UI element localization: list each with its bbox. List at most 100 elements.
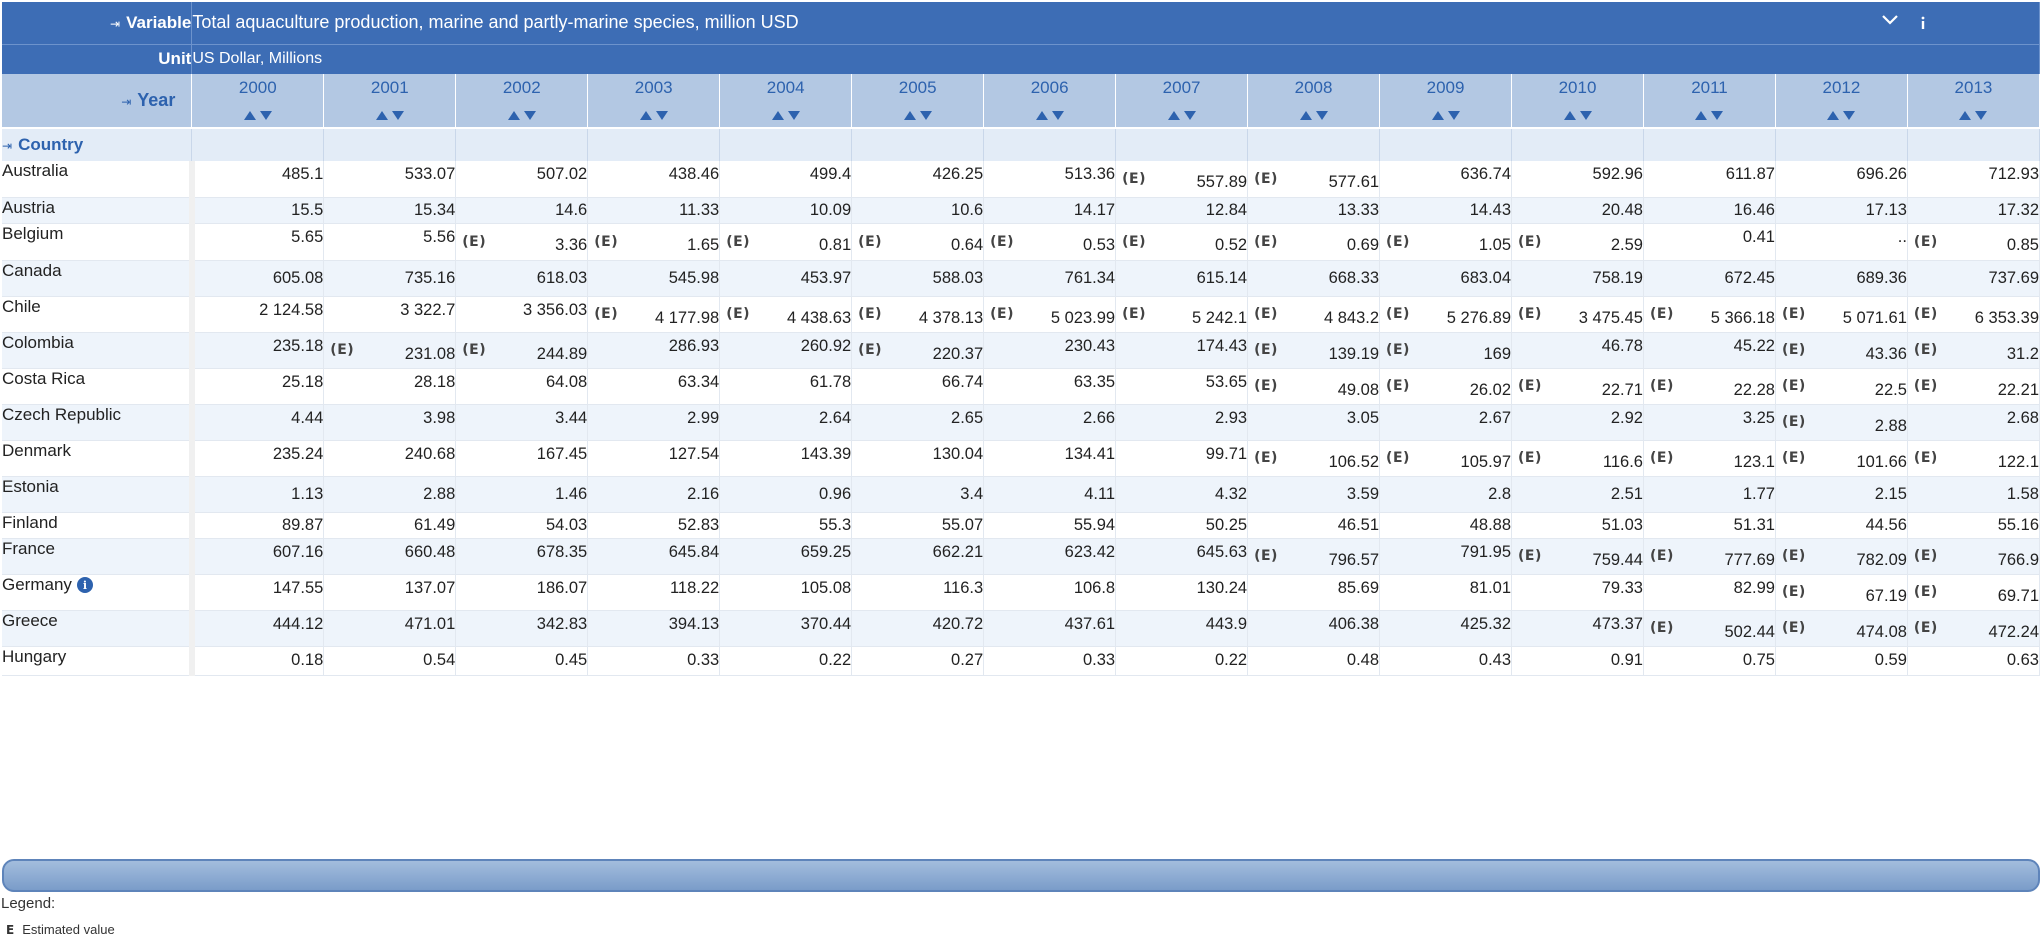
value-cell: (E) 0.69 xyxy=(1247,223,1381,261)
sort-descending-icon[interactable] xyxy=(259,110,272,120)
value-text: 49.08 xyxy=(1337,380,1380,399)
country-name-text: Czech Republic xyxy=(2,404,122,424)
value-cell: 605.08 xyxy=(191,260,325,297)
sort-descending-icon[interactable] xyxy=(1051,110,1064,120)
value-cell: 63.34 xyxy=(587,368,721,405)
estimated-flag: (E) xyxy=(462,233,487,250)
table-row: Canada 605.08 735.16 618.03 545.98 453.97 588.… xyxy=(2,260,2040,297)
pin-icon[interactable]: ⇥ xyxy=(2,139,13,153)
value-text: 472.24 xyxy=(1988,622,2039,641)
value-cell: 443.9 xyxy=(1115,610,1249,647)
value-cell: 130.24 xyxy=(1115,574,1249,611)
value-cell: 0.33 xyxy=(587,646,721,676)
value-text: 426.25 xyxy=(932,165,984,184)
value-cell: 55.07 xyxy=(851,512,985,539)
sort-descending-icon[interactable] xyxy=(1579,110,1592,120)
value-text: 2.88 xyxy=(423,484,456,503)
sort-descending-icon[interactable] xyxy=(1315,110,1328,120)
value-cell: 116.3 xyxy=(851,574,985,611)
pin-icon[interactable]: ⇥ xyxy=(121,95,132,109)
sort-ascending-icon[interactable] xyxy=(1959,110,1972,120)
sort-descending-icon[interactable] xyxy=(1711,110,1724,120)
value-text: 4 843.2 xyxy=(1323,308,1380,327)
estimated-flag: (E) xyxy=(1913,620,1938,636)
value-cell: (E) 139.19 xyxy=(1247,332,1381,369)
estimated-flag: (E) xyxy=(1913,584,1938,600)
value-text: 557.89 xyxy=(1196,173,1248,192)
value-text: 499.4 xyxy=(809,165,852,184)
country-name-text: Austria xyxy=(2,197,55,217)
value-text: .. xyxy=(1897,228,1907,246)
sort-ascending-icon[interactable] xyxy=(903,110,916,120)
country-name: Denmark xyxy=(2,440,195,477)
value-text: 2.8 xyxy=(1488,484,1512,503)
value-text: 169 xyxy=(1483,344,1512,363)
value-cell: 683.04 xyxy=(1379,260,1513,297)
info-icon[interactable] xyxy=(1919,14,1927,35)
value-cell: (E) 4 843.2 xyxy=(1247,296,1381,333)
estimated-flag: (E) xyxy=(1254,378,1278,394)
value-cell: 3.44 xyxy=(455,404,589,441)
value-text: 5.65 xyxy=(291,228,324,246)
country-header-row: ⇥ Country xyxy=(2,127,2040,161)
sort-descending-icon[interactable] xyxy=(1447,110,1460,120)
sort-ascending-icon[interactable] xyxy=(507,110,520,120)
sort-ascending-icon[interactable] xyxy=(1563,110,1576,120)
sort-ascending-icon[interactable] xyxy=(1299,110,1312,120)
sort-ascending-icon[interactable] xyxy=(1431,110,1444,120)
value-text: 592.96 xyxy=(1592,165,1643,184)
value-cell: 678.35 xyxy=(455,538,589,575)
sort-ascending-icon[interactable] xyxy=(243,110,256,120)
value-cell: 2.8 xyxy=(1379,476,1513,513)
estimated-flag: (E) xyxy=(1386,378,1410,394)
value-cell: 16.46 xyxy=(1643,197,1776,224)
sort-ascending-icon[interactable] xyxy=(639,110,652,120)
value-cell: 3.05 xyxy=(1247,404,1381,441)
sort-ascending-icon[interactable] xyxy=(1827,110,1840,120)
sort-ascending-icon[interactable] xyxy=(1167,110,1180,120)
sort-controls xyxy=(1511,102,1644,128)
sort-ascending-icon[interactable] xyxy=(1695,110,1708,120)
country-header-blank xyxy=(1775,127,1908,161)
value-text: 174.43 xyxy=(1196,336,1248,355)
chevron-down-icon[interactable] xyxy=(1881,11,1899,34)
year-header: 2009 xyxy=(1379,74,1513,102)
sort-ascending-icon[interactable] xyxy=(1035,110,1048,120)
value-text: 0.81 xyxy=(819,236,852,254)
estimated-flag: (E) xyxy=(1518,378,1542,394)
sort-descending-icon[interactable] xyxy=(1843,110,1856,120)
value-cell: 10.09 xyxy=(719,197,853,224)
estimated-flag: (E) xyxy=(1518,306,1542,322)
info-icon[interactable]: i xyxy=(76,577,93,594)
value-cell: 342.83 xyxy=(455,610,589,647)
value-text: 1.58 xyxy=(2006,484,2039,503)
variable-select[interactable]: Total aquaculture production, marine and… xyxy=(191,2,2040,44)
table-row: Costa Rica 25.18 28.18 64.08 63.34 61.78 66.74… xyxy=(2,368,2040,405)
value-text: 712.93 xyxy=(1988,165,2039,184)
sort-descending-icon[interactable] xyxy=(787,110,800,120)
value-text: 3.59 xyxy=(1346,484,1380,503)
value-text: 116.3 xyxy=(943,578,984,597)
sort-ascending-icon[interactable] xyxy=(375,110,388,120)
sort-descending-icon[interactable] xyxy=(1975,110,1988,120)
pin-icon[interactable]: ⇥ xyxy=(110,16,121,31)
value-text: 260.92 xyxy=(800,336,852,355)
country-name-text: Australia xyxy=(2,161,69,180)
sort-descending-icon[interactable] xyxy=(655,110,668,120)
unit-row: Unit US Dollar, Millions xyxy=(2,43,2040,74)
sort-descending-icon[interactable] xyxy=(523,110,536,120)
sort-descending-icon[interactable] xyxy=(1183,110,1196,120)
value-cell: 394.13 xyxy=(587,610,721,647)
value-text: 0.75 xyxy=(1742,651,1775,669)
value-cell: 25.18 xyxy=(191,368,325,405)
sort-descending-icon[interactable] xyxy=(919,110,932,120)
value-text: 474.08 xyxy=(1856,622,1907,641)
sort-ascending-icon[interactable] xyxy=(771,110,784,120)
value-cell: (E) 116.6 xyxy=(1511,440,1644,477)
horizontal-scrollbar[interactable] xyxy=(2,859,2040,892)
value-cell: 533.07 xyxy=(323,161,457,198)
value-text: 696.26 xyxy=(1856,165,1907,184)
sort-descending-icon[interactable] xyxy=(391,110,404,120)
table-row: Colombia 235.18 (E) 231.08 (E) 244.89 286.93 26… xyxy=(2,332,2040,369)
value-cell: (E) 122.1 xyxy=(1907,440,2040,477)
